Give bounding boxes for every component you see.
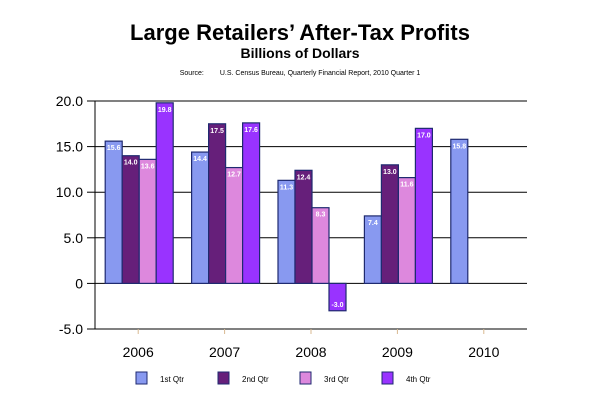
data-label: 17.6 [244, 127, 258, 134]
bar-1st-qtr [191, 151, 210, 285]
legend-swatch [299, 371, 312, 385]
data-label: 12.7 [227, 172, 241, 179]
source-label: Source: [179, 70, 204, 77]
bar-4th-qtr [155, 102, 174, 285]
data-label: 7.4 [368, 220, 378, 227]
bar-4th-qtr [242, 122, 261, 284]
legend-swatch [135, 371, 148, 385]
data-label: 13.6 [141, 163, 155, 170]
bar-4th-qtr [328, 282, 347, 312]
data-label: 13.0 [383, 169, 397, 176]
legend-swatch [217, 371, 230, 385]
x-tick-label: 2008 [295, 344, 326, 360]
legend-label: 1st Qtr [160, 375, 184, 384]
legend-label: 4th Qtr [406, 375, 431, 384]
legend-label: 3rd Qtr [324, 375, 349, 384]
y-tick-label: 20.0 [56, 93, 83, 109]
bar-4th-qtr [414, 127, 433, 284]
bar-1st-qtr [450, 138, 469, 284]
data-label: -3.0 [331, 302, 343, 309]
x-tick-label: 2006 [123, 344, 154, 360]
bar-1st-qtr [277, 179, 296, 284]
data-label: 19.8 [158, 107, 172, 114]
bar-3rd-qtr [138, 158, 157, 284]
x-tick-label: 2010 [468, 344, 499, 360]
data-label: 15.6 [107, 145, 121, 152]
source-text: U.S. Census Bureau, Quarterly Financial … [219, 70, 421, 77]
y-tick-label: 15.0 [56, 139, 83, 155]
data-label: 11.6 [400, 182, 413, 189]
data-label: 11.3 [280, 184, 293, 191]
y-tick-label: 0 [75, 275, 83, 291]
data-label: 14.4 [193, 156, 207, 163]
y-tick-label: 5.0 [64, 230, 84, 246]
legend-label: 2nd Qtr [242, 375, 269, 384]
x-tick-label: 2007 [209, 344, 240, 360]
chart-title: Large Retailers’ After-Tax Profits [130, 20, 470, 45]
chart-source: Source: U.S. Census Bureau, Quarterly Fin… [0, 70, 600, 77]
bar-3rd-qtr [311, 207, 330, 284]
y-tick-label: 10.0 [56, 184, 83, 200]
data-label: 17.0 [417, 132, 431, 139]
data-label: 12.4 [297, 174, 311, 181]
x-tick-label: 2009 [382, 344, 413, 360]
y-tick-label: -5.0 [59, 321, 83, 337]
bar-2nd-qtr [380, 164, 399, 284]
bar-1st-qtr [104, 140, 123, 285]
data-label: 17.5 [210, 128, 224, 135]
data-label: 8.3 [316, 212, 326, 219]
bar-2nd-qtr [121, 155, 140, 285]
bar-2nd-qtr [208, 123, 227, 285]
data-label: 15.8 [452, 143, 466, 150]
bar-2nd-qtr [294, 169, 313, 284]
bar-3rd-qtr [397, 177, 416, 285]
legend-swatch [381, 371, 394, 385]
data-label: 14.0 [124, 160, 138, 167]
bar-3rd-qtr [225, 166, 244, 285]
chart-subtitle: Billions of Dollars [240, 45, 360, 61]
